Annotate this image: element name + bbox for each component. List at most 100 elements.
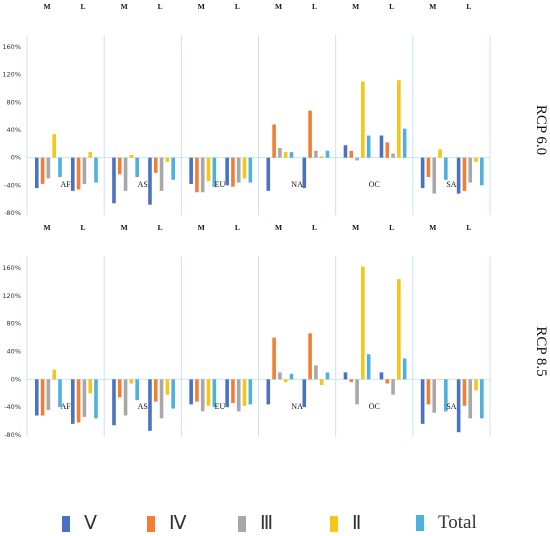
bar-sa-m-s1: [420, 379, 425, 424]
bar-na-m-s2: [272, 337, 276, 380]
bar-af-l-s5: [94, 157, 98, 183]
bar-sa-m-s2: [426, 157, 431, 178]
bar-eu-l-s2: [231, 379, 235, 403]
period-label-m: M: [43, 223, 50, 232]
bar-as-m-s1: [112, 157, 116, 204]
legend-label-total: Total: [438, 512, 477, 533]
bar-af-l-s2: [76, 379, 81, 423]
bar-sa-m-s1: [420, 157, 425, 189]
y-tick-label: -40%: [4, 403, 21, 411]
legend-item-ii: Ⅱ: [330, 512, 361, 535]
y-tick-label: 40%: [7, 126, 21, 134]
bar-sa-m-s3: [432, 157, 437, 194]
bar-oc-m-s3: [355, 379, 359, 405]
bar-oc-l-s1: [379, 372, 384, 380]
bar-eu-m-s4: [206, 379, 211, 406]
bar-na-l-s4: [319, 156, 324, 158]
bar-oc-m-s2: [349, 379, 354, 383]
bar-oc-l-s4: [397, 80, 401, 158]
bar-oc-m-s1: [343, 145, 348, 158]
bar-as-l-s1: [148, 379, 152, 431]
bar-as-m-s2: [117, 379, 122, 398]
bar-na-l-s3: [314, 150, 318, 158]
bar-na-l-s3: [314, 365, 318, 380]
bar-sa-m-s4: [438, 379, 442, 380]
bar-as-m-s2: [117, 157, 122, 175]
legend-swatch-iii: [238, 515, 246, 532]
bar-sa-m-s5: [444, 379, 448, 412]
bar-eu-m-s1: [189, 157, 193, 184]
bar-sa-m-s2: [426, 379, 431, 405]
bar-oc-l-s4: [397, 279, 401, 380]
bar-as-l-s2: [153, 157, 158, 173]
period-label-m: M: [275, 2, 282, 11]
bar-eu-m-s2: [195, 157, 199, 193]
region-label-sa: SA: [446, 180, 456, 189]
legend-label-iii: Ⅲ: [260, 513, 274, 534]
y-tick-label: 80%: [7, 98, 21, 106]
bar-as-m-s3: [123, 157, 128, 191]
bar-na-l-s1: [302, 379, 307, 408]
bar-af-l-s1: [71, 157, 75, 191]
y-tick-label: 80%: [7, 320, 21, 328]
region-label-na: NA: [291, 402, 303, 411]
bar-sa-l-s1: [456, 157, 461, 194]
bar-af-m-s2: [40, 379, 45, 416]
bar-oc-m-s4: [361, 81, 365, 158]
bar-af-m-s4: [52, 369, 56, 380]
bar-na-l-s2: [308, 333, 312, 380]
region-label-eu: EU: [215, 402, 226, 411]
bar-eu-l-s1: [225, 379, 229, 408]
bar-as-l-s2: [153, 379, 158, 402]
period-label-l: L: [466, 2, 471, 11]
legend-swatch-iv: [147, 515, 155, 532]
bar-af-l-s4: [88, 152, 92, 158]
period-label-m: M: [352, 223, 359, 232]
bar-oc-m-s3: [355, 157, 359, 161]
bar-na-m-s5: [289, 152, 294, 158]
panel-label: RCP 8.5: [533, 326, 549, 376]
bar-oc-m-s4: [361, 266, 365, 380]
bar-as-l-s3: [159, 157, 164, 191]
legend-swatch-ii: [330, 515, 338, 532]
period-label-m: M: [43, 2, 50, 11]
y-tick-label: 0%: [11, 154, 21, 162]
bar-af-l-s1: [71, 379, 75, 424]
legend-item-iii: Ⅲ: [238, 512, 273, 535]
bar-na-m-s1: [266, 157, 271, 191]
legend-label-v: Ⅴ: [84, 513, 97, 534]
y-tick-label: -80%: [4, 209, 21, 217]
period-label-m: M: [198, 2, 205, 11]
bar-as-l-s3: [159, 379, 164, 419]
period-label-l: L: [312, 223, 317, 232]
bar-af-m-s1: [35, 157, 39, 189]
bar-sa-l-s4: [474, 157, 478, 162]
bar-as-m-s4: [129, 154, 134, 158]
bar-eu-l-s2: [231, 157, 235, 187]
bar-as-m-s5: [135, 157, 139, 178]
bar-af-m-s5: [58, 379, 62, 408]
period-label-l: L: [158, 2, 163, 11]
legend-item-iv: Ⅳ: [147, 512, 187, 535]
bar-sa-l-s2: [462, 379, 467, 406]
bar-oc-m-s2: [349, 150, 354, 158]
bar-as-l-s1: [148, 157, 152, 205]
region-label-na: NA: [291, 180, 303, 189]
legend: Ⅴ Ⅳ Ⅲ Ⅱ Total: [50, 508, 520, 536]
bar-eu-m-s2: [195, 379, 199, 402]
period-label-m: M: [275, 223, 282, 232]
period-label-m: M: [121, 2, 128, 11]
bar-eu-m-s4: [206, 157, 211, 182]
bar-sa-l-s5: [480, 379, 484, 419]
bar-sa-m-s5: [444, 157, 448, 180]
bar-eu-m-s3: [200, 379, 205, 412]
bar-as-m-s3: [123, 379, 128, 416]
y-tick-label: 120%: [2, 71, 21, 79]
bar-eu-l-s3: [236, 379, 241, 412]
bar-eu-l-s4: [242, 379, 247, 406]
bar-af-l-s2: [76, 157, 81, 190]
region-label-oc: OC: [369, 180, 380, 189]
legend-label-iv: Ⅳ: [169, 513, 187, 534]
bar-as-l-s4: [165, 379, 170, 395]
bar-na-m-s3: [278, 372, 282, 380]
